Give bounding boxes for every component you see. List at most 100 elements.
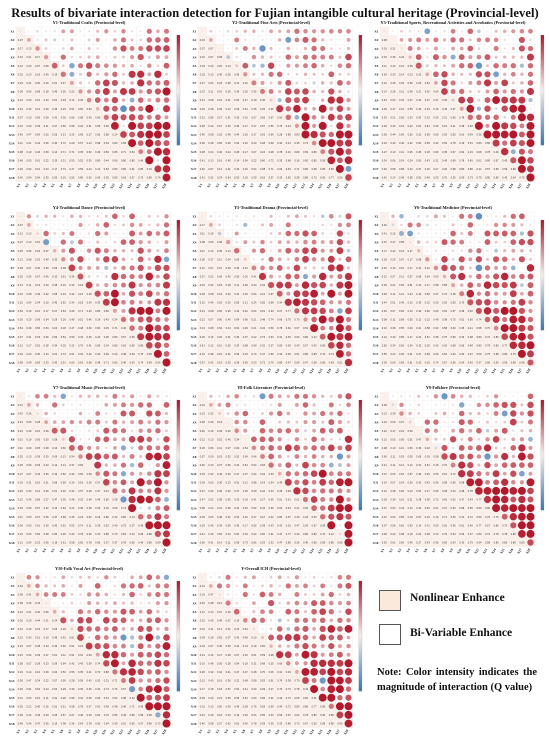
cell-value: 0.42 (87, 352, 93, 356)
cell-value: 0.13 (200, 90, 206, 94)
interaction-dot (227, 215, 230, 218)
cell-value: 0.12 (416, 318, 422, 322)
interaction-dot (146, 282, 152, 288)
cell-value: 0.23 (416, 72, 422, 76)
interaction-dot (346, 46, 351, 51)
interaction-dot (96, 275, 99, 278)
interaction-dot (495, 215, 498, 218)
interaction-dot (293, 298, 301, 307)
interaction-dot (153, 349, 162, 358)
interaction-dot (346, 266, 351, 270)
cell-value: 0.35 (277, 158, 283, 162)
cell-value: 0.08 (208, 309, 214, 313)
cell-value: 0.64 (511, 176, 517, 180)
row-label: X14 (373, 326, 379, 330)
interaction-dot (138, 419, 144, 425)
colorbar-segment (540, 43, 544, 47)
cell-value: 0.52 (104, 523, 110, 527)
interaction-dot (460, 30, 463, 33)
interaction-dot (163, 36, 170, 43)
cell-value: 0.30 (243, 292, 249, 296)
interaction-dot (120, 496, 127, 503)
cell-value: 0.48 (18, 158, 24, 162)
interaction-dot (121, 98, 126, 102)
row-label: X18 (373, 361, 379, 365)
interaction-dot (424, 28, 431, 35)
interaction-dot (408, 30, 412, 33)
cell-value: 0.75 (485, 352, 491, 356)
cell-value: 0.18 (35, 249, 41, 253)
cell-value: 0.51 (69, 107, 75, 111)
interaction-dot (154, 139, 162, 147)
interaction-dot (112, 46, 118, 51)
interaction-dot (78, 89, 83, 94)
interaction-dot (218, 215, 221, 218)
cell-value: 0.28 (35, 420, 41, 424)
cell-value: 0.07 (18, 335, 24, 339)
cell-value: 0.53 (78, 480, 84, 484)
cell-value: 0.53 (442, 141, 448, 145)
interaction-dot (327, 156, 336, 165)
interaction-dot (425, 214, 429, 218)
colorbar-segment (540, 81, 544, 85)
cell-value: 0.49 (416, 107, 422, 111)
heatmap-panel: Y5-Traditional Drama (Provincial-level) 0… (186, 203, 364, 381)
column-label: X5 (232, 368, 238, 374)
interaction-dot (53, 47, 56, 50)
cell-value: 0.59 (44, 150, 50, 154)
cell-value: 0.22 (200, 300, 206, 304)
interaction-dot (278, 89, 282, 94)
column-label: X4 (405, 183, 411, 189)
cell-value: 0.54 (121, 532, 127, 536)
colorbar-segment (358, 286, 362, 290)
interaction-dot (286, 46, 291, 51)
interaction-dot (483, 307, 492, 315)
interaction-dot (68, 247, 75, 254)
interaction-dot (347, 72, 350, 76)
cell-value: 0.24 (390, 352, 396, 356)
cell-value: 0.28 (208, 107, 214, 111)
cell-value: 0.38 (18, 361, 24, 365)
cell-value: 0.16 (78, 292, 84, 296)
interaction-dot (460, 223, 463, 226)
cell-value: 0.38 (52, 283, 58, 287)
row-label: X10 (9, 292, 15, 296)
cell-value: 0.59 (476, 352, 482, 356)
cell-value: 0.20 (44, 133, 50, 137)
interaction-dot (321, 72, 325, 76)
interaction-dot (391, 223, 395, 227)
column-label: X18 (525, 183, 532, 190)
interaction-dot (450, 88, 456, 95)
colorbar-segment (176, 62, 180, 66)
interaction-dot (502, 63, 508, 69)
interaction-dot (337, 63, 343, 69)
cell-value: 0.51 (226, 115, 232, 119)
colorbar-segment (358, 321, 362, 325)
interaction-dot (163, 131, 170, 138)
cell-value: 0.56 (269, 124, 275, 128)
cell-value: 0.43 (35, 472, 41, 476)
column-label: X1 (16, 368, 22, 374)
colorbar-segment (358, 92, 362, 96)
cell-value: 0.25 (425, 343, 431, 347)
interaction-dot (155, 274, 160, 279)
column-label: X13 (482, 368, 489, 375)
interaction-dot (102, 88, 110, 95)
cell-value: 0.64 (433, 90, 439, 94)
cell-value: 0.20 (390, 257, 396, 261)
interaction-dot (527, 238, 534, 246)
cell-value: 0.10 (52, 275, 58, 279)
cell-value: 0.64 (277, 167, 283, 171)
interaction-dot (519, 63, 525, 68)
cell-value: 0.48 (243, 283, 249, 287)
cell-value: 0.29 (382, 124, 388, 128)
interaction-dot (252, 63, 256, 68)
interaction-dot (61, 64, 65, 68)
colorbar-segment (358, 114, 362, 118)
colorbar-frame (176, 34, 181, 146)
cell-value: 0.29 (26, 124, 32, 128)
interaction-dot (459, 37, 465, 43)
cell-value: 0.12 (200, 266, 206, 270)
cell-value: 0.51 (260, 309, 266, 313)
column-label: X13 (118, 368, 125, 375)
